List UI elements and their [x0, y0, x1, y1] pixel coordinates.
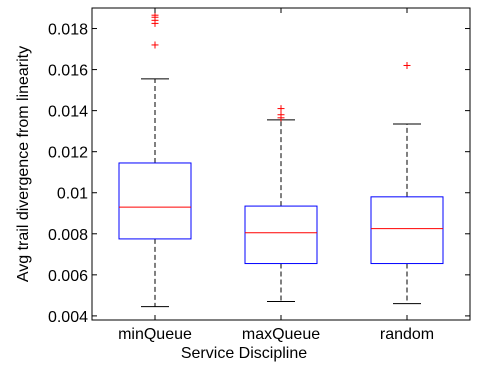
y-axis-label: Avg trail divergence from linearity: [15, 46, 32, 282]
x-axis-label: Service Discipline: [181, 345, 307, 362]
x-tick-label: random: [380, 326, 434, 343]
box-group-minQueue: [118, 11, 192, 308]
y-tick-label: 0.008: [48, 227, 88, 244]
outlier-marker: [277, 111, 285, 119]
y-tick-label: 0.004: [48, 309, 88, 326]
outlier-marker: [151, 41, 159, 49]
y-axis-ticks: 0.004 0.006 0.008 0.01 0.012 0.014 0.016 0.018: [48, 22, 470, 326]
box-group-maxQueue: [244, 105, 318, 303]
box-iqr: [118, 162, 192, 240]
x-tick-label: maxQueue: [242, 326, 320, 343]
y-tick-label: 0.018: [48, 22, 88, 39]
box-iqr: [370, 196, 444, 265]
x-tick-label: minQueue: [118, 326, 192, 343]
y-tick-label: 0.012: [48, 145, 88, 162]
box-iqr: [244, 205, 318, 265]
box-group-random: [370, 61, 444, 305]
outlier-marker: [403, 61, 411, 69]
y-tick-label: 0.01: [57, 186, 88, 203]
y-tick-label: 0.016: [48, 63, 88, 80]
outlier-marker: [277, 105, 285, 113]
boxes: [118, 11, 444, 308]
y-tick-label: 0.014: [48, 104, 88, 121]
y-tick-label: 0.006: [48, 268, 88, 285]
x-axis-ticks: minQueue maxQueue random: [118, 8, 434, 343]
